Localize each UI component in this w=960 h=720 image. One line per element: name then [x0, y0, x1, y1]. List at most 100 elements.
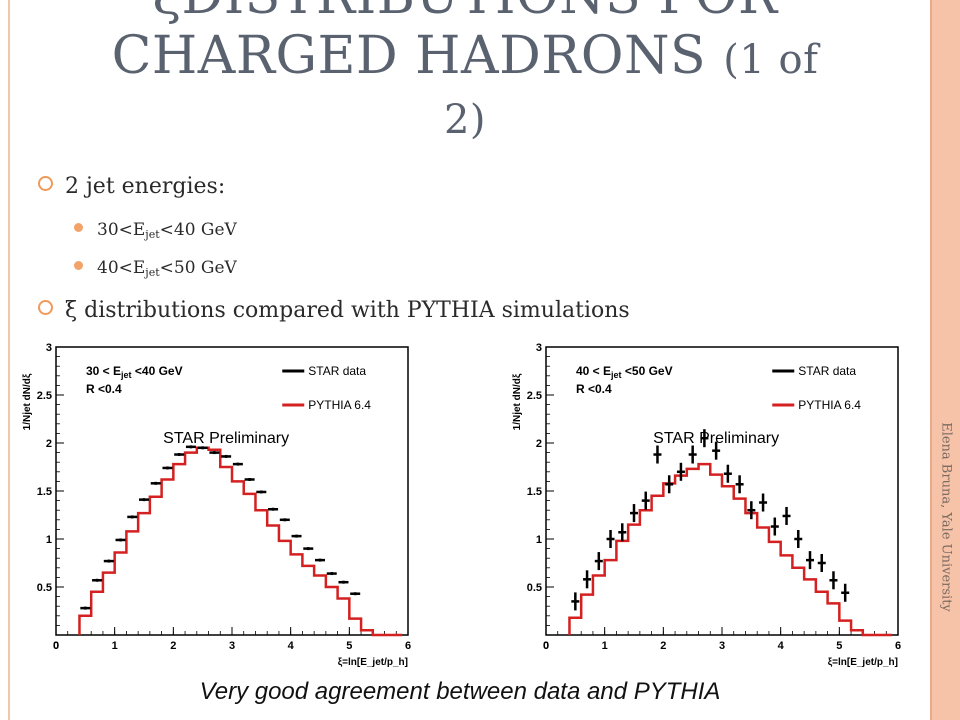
- legend-label-pythia: PYTHIA 6.4: [308, 398, 371, 412]
- right-side-band: [932, 0, 960, 720]
- y-tick-label: 1.5: [37, 486, 52, 498]
- data-point: [841, 583, 850, 602]
- x-tick-label: 0: [543, 640, 549, 652]
- data-point: [338, 580, 349, 584]
- data-point: [571, 592, 580, 611]
- slide-title: ξDISTRIBUTIONS FOR CHARGED HADRONS (1 of…: [20, 0, 910, 150]
- x-tick-label: 1: [602, 640, 608, 652]
- data-point: [291, 534, 302, 538]
- pythia-histogram-line: [568, 462, 893, 637]
- data-point: [197, 446, 208, 450]
- conclusion-caption: Very good agreement between data and PYT…: [199, 678, 721, 705]
- data-point: [162, 466, 173, 470]
- y-tick-label: 1: [46, 534, 52, 546]
- data-point: [618, 523, 627, 542]
- data-point: [115, 538, 126, 542]
- x-tick-label: 0: [53, 640, 59, 652]
- x-axis-label: ξ=ln[E_jet/p_h]: [828, 657, 898, 668]
- data-point: [150, 481, 161, 485]
- bullet-xi-comparison: ξ distributions compared with PYTHIA sim…: [38, 298, 630, 323]
- x-tick-label: 1: [112, 640, 118, 652]
- ring-bullet-icon: [38, 176, 53, 191]
- x-tick-label: 3: [719, 640, 725, 652]
- origin-tick-label: 0: [543, 640, 549, 652]
- title-suffix: (1 of: [723, 37, 819, 83]
- x-tick-label: 2: [660, 640, 666, 652]
- data-point: [723, 464, 732, 483]
- x-axis-label: ξ=ln[E_jet/p_h]: [338, 657, 408, 668]
- data-point: [103, 559, 114, 563]
- plot-frame: [545, 346, 899, 636]
- data-point: [712, 441, 721, 460]
- data-point: [127, 515, 138, 519]
- data-point: [735, 475, 744, 494]
- x-tick-label: 3: [229, 640, 235, 652]
- y-tick-label: 2.5: [37, 390, 52, 402]
- y-tick-label: 3: [46, 342, 52, 354]
- dot-bullet-icon: [74, 223, 83, 232]
- legend-label-data: STAR data: [798, 364, 856, 378]
- data-point: [770, 517, 779, 536]
- data-point: [315, 558, 325, 562]
- bullet-jet-energies: 2 jet energies:: [38, 174, 225, 199]
- data-point: [350, 592, 361, 596]
- x-tick-label: 4: [288, 640, 295, 652]
- star-preliminary-label: STAR Preliminary: [653, 430, 779, 447]
- author-affiliation: Elena Bruna, Yale University: [938, 422, 954, 612]
- data-point: [139, 498, 149, 502]
- data-point: [700, 429, 709, 448]
- data-point: [665, 475, 674, 494]
- data-point: [221, 454, 232, 458]
- y-axis-label: 1/Njet dN/dξ: [22, 373, 33, 430]
- energy-cut-label: 40 < Ejet <50 GeV: [576, 364, 673, 380]
- y-tick-label: 3: [536, 342, 542, 354]
- data-point: [594, 552, 603, 571]
- data-point: [759, 493, 768, 512]
- data-point: [676, 462, 685, 481]
- data-point: [583, 570, 592, 589]
- data-point: [244, 477, 255, 481]
- plot-frame: [55, 346, 409, 636]
- data-point: [209, 451, 220, 455]
- data-point: [817, 554, 826, 572]
- y-tick-label: 2.5: [527, 390, 542, 402]
- x-tick-label: 6: [405, 640, 411, 652]
- title-line-2: CHARGED HADRONS (1 of: [20, 26, 910, 90]
- title-line-3: 2): [443, 97, 487, 143]
- pythia-histogram-line: [78, 446, 403, 637]
- x-tick-label: 6: [895, 640, 901, 652]
- y-tick-label: 0.5: [37, 582, 52, 594]
- y-axis-label: 1/Njet dN/dξ: [512, 373, 523, 430]
- data-point: [653, 445, 662, 464]
- data-point: [174, 453, 185, 457]
- x-tick-label: 5: [346, 640, 352, 652]
- ring-bullet-icon: [38, 300, 53, 315]
- data-point: [268, 507, 279, 511]
- star-preliminary-label: STAR Preliminary: [163, 430, 289, 447]
- sub-bullet-30-40: 30<Ejet<40 GeV: [74, 220, 237, 241]
- y-tick-label: 0.5: [527, 582, 542, 594]
- legend-label-data: STAR data: [308, 364, 366, 378]
- data-point: [326, 572, 337, 576]
- data-point: [829, 571, 838, 590]
- data-point: [606, 530, 615, 548]
- data-point: [794, 530, 803, 548]
- radius-label: R <0.4: [86, 382, 122, 396]
- data-point: [747, 501, 756, 520]
- y-tick-label: 1.5: [527, 486, 542, 498]
- data-point: [806, 551, 814, 570]
- data-point: [279, 518, 290, 522]
- data-point: [630, 504, 638, 523]
- title-line-1: ξDISTRIBUTIONS FOR: [20, 0, 910, 26]
- data-point: [688, 445, 697, 464]
- sub-bullet-40-50: 40<Ejet<50 GeV: [74, 258, 237, 279]
- legend-label-pythia: PYTHIA 6.4: [798, 398, 861, 412]
- energy-cut-label: 30 < Ejet <40 GeV: [86, 364, 183, 380]
- data-point: [256, 490, 267, 494]
- left-border-rule: [8, 0, 10, 720]
- data-point: [641, 491, 650, 510]
- y-tick-label: 2: [46, 438, 52, 450]
- data-point: [232, 462, 243, 466]
